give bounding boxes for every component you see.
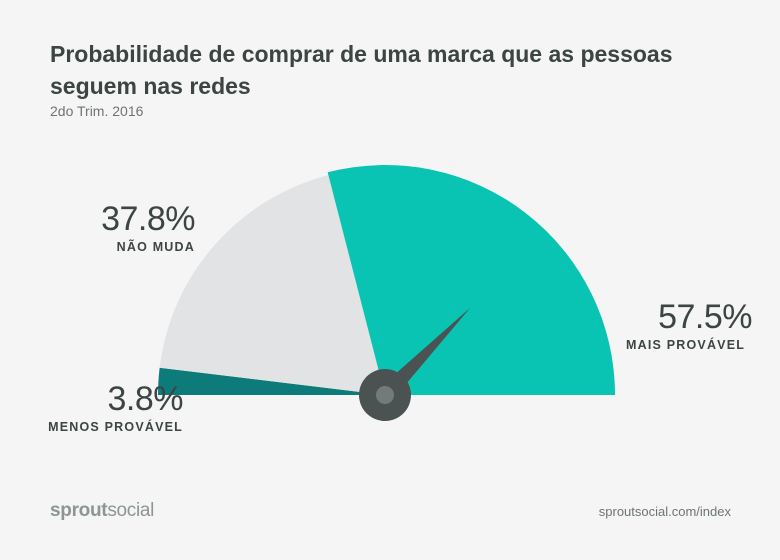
source-link[interactable]: sproutsocial.com/index	[598, 504, 731, 519]
segment-label-menos-provavel: 3.8% MENOS PROVÁVEL	[48, 380, 183, 434]
gauge-hub-center	[376, 386, 394, 404]
segment-value-mais-provavel: 57.5%	[658, 298, 752, 336]
sproutsocial-logo: sproutsocial	[50, 500, 155, 521]
segment-value-nao-muda: 37.8%	[101, 200, 195, 238]
gauge-needle	[359, 308, 470, 421]
segment-name-nao-muda: NÃO MUDA	[116, 240, 195, 254]
segment-name-mais-provavel: MAIS PROVÁVEL	[626, 338, 746, 352]
gauge-segment-nao-muda	[159, 175, 385, 395]
chart-title: Probabilidade de comprar de uma marca qu…	[50, 41, 673, 99]
gauge-segment-menos-provavel	[158, 367, 385, 395]
chart-subtitle: 2do Trim. 2016	[50, 103, 144, 119]
segment-label-mais-provavel: 57.5% MAIS PROVÁVEL	[626, 298, 753, 352]
segment-value-menos-provavel: 3.8%	[107, 380, 184, 418]
segment-label-nao-muda: 37.8% NÃO MUDA	[101, 200, 195, 254]
gauge-segment-mais-provavel	[327, 165, 615, 395]
segment-name-menos-provavel: MENOS PROVÁVEL	[48, 420, 183, 434]
gauge-segments	[158, 165, 615, 395]
